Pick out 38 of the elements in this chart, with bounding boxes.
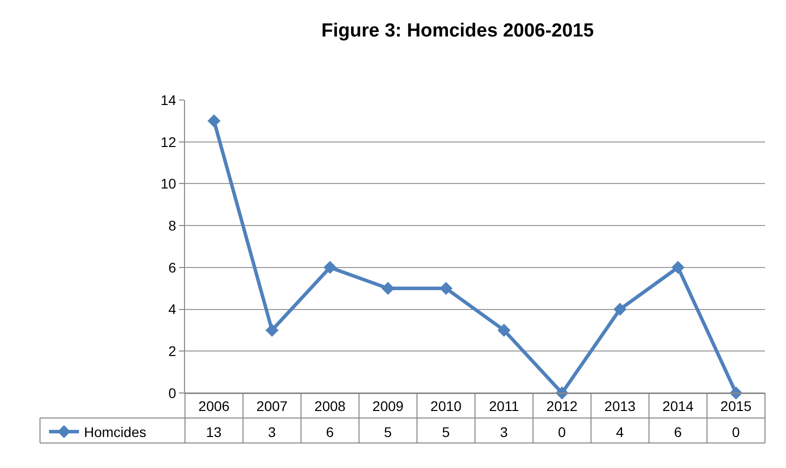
point: [208, 114, 220, 128]
y-tick-label: 8: [168, 217, 176, 234]
point: [440, 282, 452, 295]
y-tick-label: 12: [160, 134, 176, 150]
legend-label: Homcides: [84, 424, 146, 440]
data-label: 6: [326, 424, 334, 440]
x-tick-label: 2012: [546, 398, 578, 414]
y-tick-label: 0: [168, 384, 176, 401]
data-label: 5: [442, 424, 450, 440]
point: [382, 282, 394, 295]
x-tick-label: 2011: [488, 398, 520, 414]
x-tick-label: 2013: [604, 398, 636, 414]
x-tick-label: 2008: [314, 398, 346, 414]
x-tick-label: 2010: [430, 398, 462, 414]
x-tick-label: 2007: [256, 398, 288, 414]
data-label: 4: [616, 424, 624, 440]
x-tick-label: 2006: [198, 398, 230, 414]
y-tick-label: 14: [160, 92, 176, 108]
chart-title: Figure 3: Homcides 2006-2015: [321, 20, 594, 42]
data-label: 13: [206, 424, 222, 440]
y-tick-label: 2: [168, 343, 176, 360]
data-label: 3: [500, 424, 508, 440]
point: [614, 302, 626, 316]
x-tick-label: 2009: [372, 398, 404, 414]
y-tick-label: 4: [168, 301, 176, 318]
data-label: 6: [674, 424, 682, 440]
point: [672, 260, 684, 274]
point: [266, 324, 278, 337]
data-label: 3: [268, 424, 276, 440]
data-label: 0: [558, 424, 566, 440]
y-tick-label: 10: [160, 176, 176, 192]
point: [498, 324, 510, 337]
data-label: 5: [384, 424, 392, 440]
data-label: 0: [732, 424, 740, 440]
x-tick-label: 2014: [662, 398, 694, 414]
point: [324, 260, 336, 274]
y-tick-label: 6: [168, 259, 176, 276]
x-tick-label: 2015: [720, 398, 752, 414]
